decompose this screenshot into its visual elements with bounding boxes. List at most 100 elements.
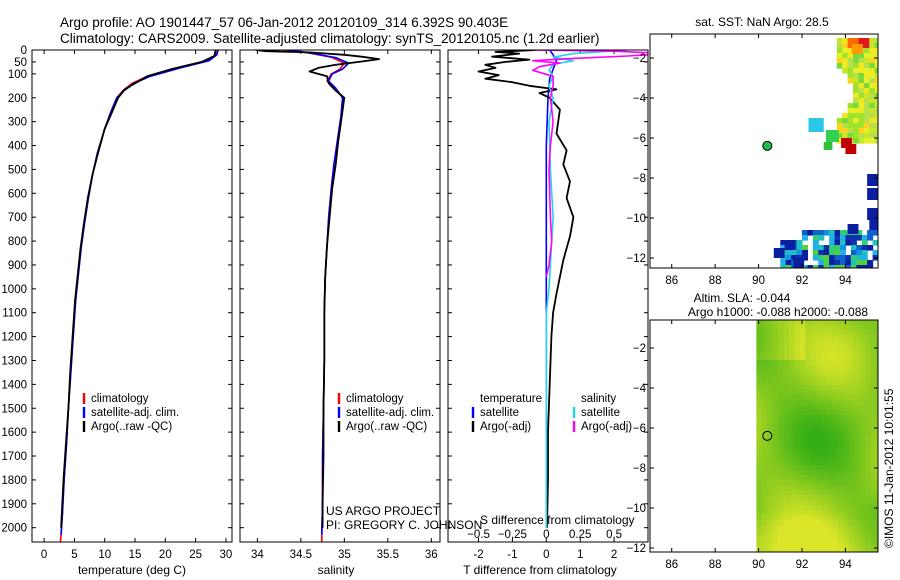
sla-cell: [854, 455, 861, 461]
map-x-label: 90: [752, 559, 765, 571]
sla-cell: [821, 415, 828, 421]
sst-cell: [863, 83, 870, 89]
s-tick-label: −0.5: [467, 529, 490, 541]
sla-cell: [848, 365, 855, 371]
sla-cell: [816, 475, 823, 481]
sla-cell: [864, 320, 872, 326]
sla-cell: [826, 380, 834, 386]
sla-cell: [783, 470, 790, 476]
sla-cell: [837, 470, 844, 476]
sla-cell: [756, 490, 763, 496]
sst-cell: [858, 103, 865, 109]
sla-cell: [843, 485, 850, 491]
sla-cell: [821, 400, 828, 406]
sla-cell: [778, 460, 785, 466]
sla-cell: [756, 530, 763, 536]
sla-cell: [799, 400, 806, 406]
sla-cell: [870, 350, 877, 356]
sla-cell: [783, 390, 790, 396]
sla-cell: [837, 545, 844, 551]
sla-cell: [788, 325, 796, 331]
sla-cell: [870, 430, 877, 436]
sla-cell: [854, 375, 861, 381]
sst-cell: [869, 93, 876, 99]
sla-cell: [761, 345, 768, 351]
sla-cell: [805, 445, 812, 451]
sla-cell: [783, 510, 790, 516]
sst-cell: [836, 58, 843, 64]
sla-cell: [756, 420, 763, 426]
sla-cell: [772, 520, 779, 526]
sla-cell: [788, 425, 796, 431]
sla-cell: [859, 385, 866, 391]
sla-cell: [778, 470, 785, 476]
sst-cell: [847, 73, 854, 79]
sla-cell: [767, 350, 774, 356]
map-x-label: 88: [709, 559, 722, 571]
sst-cell: [853, 108, 860, 114]
sla-cell: [778, 410, 785, 416]
sla-cell: [788, 445, 796, 451]
sla-cell: [788, 465, 796, 471]
sla-cell: [870, 375, 877, 381]
sst-cell: [834, 235, 841, 241]
sla-cell: [843, 520, 850, 526]
sla-cell: [794, 435, 801, 441]
sla-cell: [848, 415, 855, 421]
sla-cell: [864, 515, 872, 521]
sst-cell: [808, 118, 824, 132]
sst-cell: [796, 255, 803, 261]
sla-cell: [826, 405, 834, 411]
sla-cell: [794, 450, 801, 456]
sst-cell: [856, 255, 863, 261]
x-tick-label: 10: [98, 549, 111, 561]
sla-cell: [870, 400, 877, 406]
sla-cell: [821, 360, 828, 366]
sla-cell: [767, 325, 774, 331]
sla-cell: [816, 505, 823, 511]
sla-cell: [832, 410, 839, 416]
sla-cell: [772, 415, 779, 421]
sla-cell: [805, 520, 812, 526]
sst-cell: [874, 78, 878, 84]
sla-cell: [810, 455, 817, 461]
sla-cell: [788, 350, 796, 356]
sla-cell: [756, 455, 763, 461]
sst-cell: [863, 88, 870, 94]
map-x-label: 94: [839, 275, 852, 287]
sla-cell: [837, 540, 844, 546]
sla-cell: [859, 440, 866, 446]
sla-cell: [826, 360, 834, 366]
sla-cell: [794, 335, 801, 341]
sla-cell: [799, 370, 806, 376]
sst-cell: [818, 255, 825, 261]
sla-cell: [794, 345, 801, 351]
sla-cell: [767, 545, 774, 551]
sst-cell: [840, 250, 847, 256]
sst-cell: [842, 43, 849, 49]
sla-cell: [832, 345, 839, 351]
sla-cell: [821, 545, 828, 551]
sla-cell: [772, 445, 779, 451]
sla-cell: [778, 325, 785, 331]
sla-cell: [778, 405, 785, 411]
sst-cell: [823, 230, 830, 236]
sla-cell: [843, 475, 850, 481]
sla-cell: [837, 375, 844, 381]
sla-cell: [848, 480, 855, 486]
sla-cell: [772, 385, 779, 391]
sst-cell: [845, 240, 852, 246]
sla-cell: [810, 385, 817, 391]
sla-cell: [783, 505, 790, 511]
sla-cell: [826, 495, 834, 501]
sla-cell: [843, 400, 850, 406]
sla-cell: [832, 510, 839, 516]
sst-cell: [836, 133, 843, 139]
sla-cell: [848, 355, 855, 361]
sla-cell: [875, 535, 878, 541]
sla-cell: [783, 475, 790, 481]
t-tick-label: -2: [473, 549, 483, 561]
sla-cell: [783, 545, 790, 551]
sla-cell: [772, 340, 779, 346]
sla-cell: [778, 475, 785, 481]
